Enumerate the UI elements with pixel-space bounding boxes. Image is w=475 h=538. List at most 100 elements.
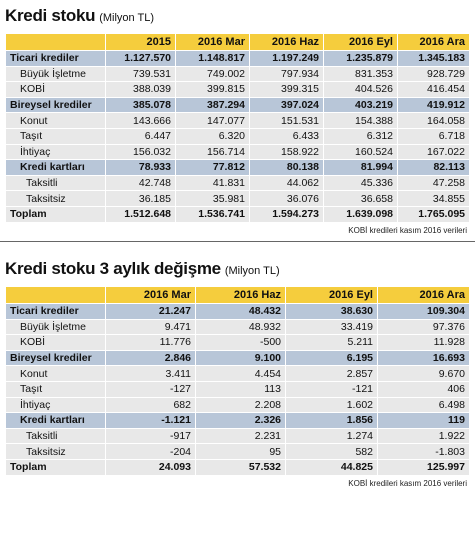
row-label: Konut [5, 365, 106, 382]
cell-value: 156.032 [105, 143, 176, 161]
cell-value: 158.922 [249, 143, 324, 161]
cell-value: 6.195 [285, 349, 378, 367]
table1-header-blank [5, 33, 106, 51]
table-row: Bireysel krediler 2.846 9.100 6.195 16.693 [5, 349, 470, 367]
table-row: Toplam 24.093 57.532 44.825 125.997 [5, 458, 470, 476]
cell-value: 1.127.570 [105, 50, 176, 67]
cell-value: 1.197.249 [249, 50, 324, 67]
row-label: Büyük İşletme [5, 65, 106, 83]
cell-value: 44.062 [249, 174, 324, 192]
cell-value: 16.693 [377, 349, 470, 367]
table2-title: Kredi stoku 3 aylık değişme [5, 259, 221, 278]
cell-value: -127 [105, 380, 196, 398]
cell-value: 1.765.095 [397, 205, 470, 223]
cell-value: 34.855 [397, 190, 470, 207]
table-row: Büyük İşletme 9.471 48.932 33.419 97.376 [5, 318, 470, 336]
cell-value: 1.639.098 [323, 205, 398, 223]
cell-value: 160.524 [323, 143, 398, 161]
table2-body: Ticari krediler 21.247 48.432 38.630 109.304… [5, 303, 470, 476]
cell-value: -500 [195, 334, 286, 351]
cell-value: 399.815 [175, 81, 250, 98]
cell-value: 416.454 [397, 81, 470, 98]
table1-col-header: 2016 Eyl [323, 33, 398, 51]
cell-value: -1.121 [105, 412, 196, 429]
table-row: Toplam 1.512.648 1.536.741 1.594.273 1.639.0… [5, 205, 470, 223]
cell-value: 11.776 [105, 334, 196, 351]
row-label: Taksitsiz [5, 190, 106, 207]
cell-value: 749.002 [175, 65, 250, 83]
cell-value: 582 [285, 443, 378, 460]
row-label: Kredi kartları [5, 412, 106, 429]
table1-title-bar: Kredi stoku (Milyon TL) [0, 0, 475, 33]
row-label: KOBİ [5, 81, 106, 98]
cell-value: 3.411 [105, 365, 196, 382]
cell-value: 41.831 [175, 174, 250, 192]
cell-value: 928.729 [397, 65, 470, 83]
table1-unit: (Milyon TL) [99, 12, 155, 24]
cell-value: -917 [105, 427, 196, 445]
cell-value: -121 [285, 380, 378, 398]
table2-title-bar: Kredi stoku 3 aylık değişme (Milyon TL) [0, 253, 475, 286]
cell-value: 36.076 [249, 190, 324, 207]
row-label: Bireysel krediler [5, 349, 106, 367]
row-label: İhtiyaç [5, 396, 106, 414]
table1-title: Kredi stoku [5, 6, 96, 25]
cell-value: 47.258 [397, 174, 470, 192]
table2-col-header: 2016 Haz [195, 286, 286, 304]
cell-value: 48.432 [195, 303, 286, 320]
credit-stock-section: Kredi stoku (Milyon TL) 2015 2016 Mar 20… [0, 0, 475, 242]
row-label: Toplam [5, 205, 106, 223]
cell-value: 797.934 [249, 65, 324, 83]
cell-value: 1.274 [285, 427, 378, 445]
table1-header-row: 2015 2016 Mar 2016 Haz 2016 Eyl 2016 Ara [5, 33, 470, 51]
cell-value: 2.857 [285, 365, 378, 382]
cell-value: 109.304 [377, 303, 470, 320]
cell-value: 404.526 [323, 81, 398, 98]
cell-value: 403.219 [323, 96, 398, 114]
table1-col-header: 2016 Ara [397, 33, 470, 51]
cell-value: 399.315 [249, 81, 324, 98]
table2-note: KOBİ kredileri kasım 2016 verileri [348, 478, 467, 488]
cell-value: 739.531 [105, 65, 176, 83]
cell-value: 1.922 [377, 427, 470, 445]
table-row: Kredi kartları 78.933 77.812 80.138 81.994 82… [5, 159, 470, 176]
cell-value: 11.928 [377, 334, 470, 351]
cell-value: 143.666 [105, 112, 176, 129]
row-label: KOBİ [5, 334, 106, 351]
cell-value: 9.670 [377, 365, 470, 382]
cell-value: 385.078 [105, 96, 176, 114]
table-row: KOBİ 388.039 399.815 399.315 404.526 416.454 [5, 81, 470, 98]
cell-value: 2.231 [195, 427, 286, 445]
credit-change-section: Kredi stoku 3 aylık değişme (Milyon TL) … [0, 253, 475, 488]
cell-value: 1.856 [285, 412, 378, 429]
cell-value: 24.093 [105, 458, 196, 476]
cell-value: 9.471 [105, 318, 196, 336]
cell-value: 397.024 [249, 96, 324, 114]
cell-value: 6.433 [249, 127, 324, 145]
table1-col-header: 2015 [105, 33, 176, 51]
row-label: Toplam [5, 458, 106, 476]
cell-value: 6.447 [105, 127, 176, 145]
cell-value: 42.748 [105, 174, 176, 192]
table-row: Taksitli 42.748 41.831 44.062 45.336 47.258 [5, 174, 470, 192]
cell-value: 6.312 [323, 127, 398, 145]
cell-value: 95 [195, 443, 286, 460]
cell-value: 2.846 [105, 349, 196, 367]
table-row: Ticari krediler 1.127.570 1.148.817 1.197.2… [5, 50, 470, 67]
cell-value: 419.912 [397, 96, 470, 114]
table1-col-header: 2016 Haz [249, 33, 324, 51]
cell-value: 36.658 [323, 190, 398, 207]
cell-value: 2.208 [195, 396, 286, 414]
cell-value: 9.100 [195, 349, 286, 367]
cell-value: 113 [195, 380, 286, 398]
cell-value: 4.454 [195, 365, 286, 382]
table-row: Taksitsiz -204 95 582 -1.803 [5, 443, 470, 460]
credit-stock-table: 2015 2016 Mar 2016 Haz 2016 Eyl 2016 Ara… [5, 33, 470, 223]
cell-value: 164.058 [397, 112, 470, 129]
row-label: Bireysel krediler [5, 96, 106, 114]
credit-change-table: 2016 Mar 2016 Haz 2016 Eyl 2016 Ara Tica… [5, 286, 470, 476]
cell-value: -1.803 [377, 443, 470, 460]
cell-value: -204 [105, 443, 196, 460]
cell-value: 831.353 [323, 65, 398, 83]
table1-note: KOBİ kredileri kasım 2016 verileri [348, 225, 467, 235]
